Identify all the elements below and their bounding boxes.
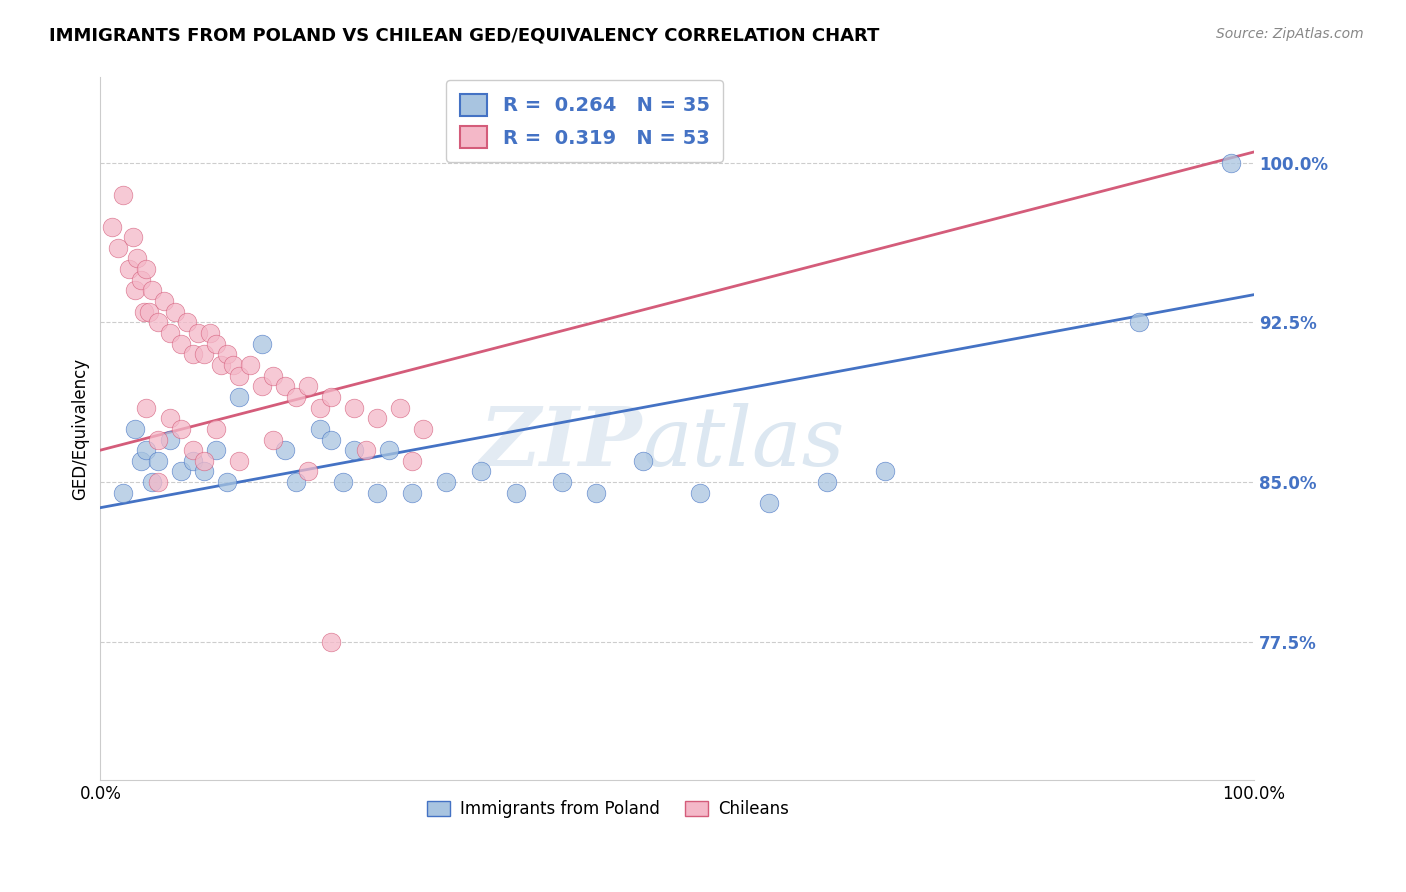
Point: [758, 496, 780, 510]
Point: [118, 262, 141, 277]
Point: [343, 443, 366, 458]
Y-axis label: GED/Equivalency: GED/Equivalency: [72, 358, 89, 500]
Point: [146, 433, 169, 447]
Point: [135, 262, 157, 277]
Point: [222, 358, 245, 372]
Point: [170, 422, 193, 436]
Point: [141, 475, 163, 489]
Point: [141, 284, 163, 298]
Point: [228, 390, 250, 404]
Point: [689, 485, 711, 500]
Point: [159, 326, 181, 340]
Point: [181, 443, 204, 458]
Point: [204, 422, 226, 436]
Legend: Immigrants from Poland, Chileans: Immigrants from Poland, Chileans: [420, 793, 796, 825]
Point: [124, 284, 146, 298]
Point: [217, 475, 239, 489]
Point: [815, 475, 838, 489]
Point: [228, 454, 250, 468]
Point: [107, 241, 129, 255]
Point: [250, 379, 273, 393]
Point: [146, 315, 169, 329]
Point: [135, 401, 157, 415]
Point: [193, 465, 215, 479]
Point: [217, 347, 239, 361]
Point: [551, 475, 574, 489]
Point: [308, 422, 330, 436]
Point: [389, 401, 412, 415]
Point: [135, 443, 157, 458]
Point: [204, 443, 226, 458]
Point: [204, 336, 226, 351]
Point: [228, 368, 250, 383]
Point: [285, 390, 308, 404]
Point: [129, 273, 152, 287]
Point: [121, 230, 143, 244]
Text: atlas: atlas: [643, 403, 845, 483]
Point: [176, 315, 198, 329]
Point: [152, 294, 174, 309]
Point: [470, 465, 492, 479]
Point: [401, 485, 423, 500]
Text: ZIP: ZIP: [479, 403, 643, 483]
Point: [585, 485, 607, 500]
Point: [129, 454, 152, 468]
Point: [127, 252, 149, 266]
Point: [181, 454, 204, 468]
Point: [631, 454, 654, 468]
Point: [170, 465, 193, 479]
Point: [181, 347, 204, 361]
Point: [193, 347, 215, 361]
Point: [274, 379, 297, 393]
Point: [297, 465, 319, 479]
Point: [1128, 315, 1150, 329]
Point: [1219, 155, 1241, 169]
Point: [319, 390, 342, 404]
Point: [343, 401, 366, 415]
Point: [187, 326, 209, 340]
Point: [319, 433, 342, 447]
Point: [354, 443, 377, 458]
Point: [250, 336, 273, 351]
Point: [366, 485, 388, 500]
Point: [193, 454, 215, 468]
Point: [146, 475, 169, 489]
Point: [308, 401, 330, 415]
Point: [274, 443, 297, 458]
Point: [112, 187, 135, 202]
Point: [262, 368, 284, 383]
Point: [239, 358, 262, 372]
Point: [873, 465, 896, 479]
Point: [134, 304, 156, 318]
Text: IMMIGRANTS FROM POLAND VS CHILEAN GED/EQUIVALENCY CORRELATION CHART: IMMIGRANTS FROM POLAND VS CHILEAN GED/EQ…: [49, 27, 880, 45]
Point: [124, 422, 146, 436]
Point: [377, 443, 399, 458]
Point: [297, 379, 319, 393]
Point: [165, 304, 187, 318]
Point: [159, 433, 181, 447]
Point: [159, 411, 181, 425]
Point: [285, 475, 308, 489]
Point: [262, 433, 284, 447]
Text: Source: ZipAtlas.com: Source: ZipAtlas.com: [1216, 27, 1364, 41]
Point: [211, 358, 233, 372]
Point: [170, 336, 193, 351]
Point: [412, 422, 434, 436]
Point: [401, 454, 423, 468]
Point: [198, 326, 221, 340]
Point: [332, 475, 354, 489]
Point: [112, 485, 135, 500]
Point: [436, 475, 458, 489]
Point: [138, 304, 160, 318]
Point: [146, 454, 169, 468]
Point: [505, 485, 527, 500]
Point: [101, 219, 124, 234]
Point: [319, 635, 342, 649]
Point: [366, 411, 388, 425]
